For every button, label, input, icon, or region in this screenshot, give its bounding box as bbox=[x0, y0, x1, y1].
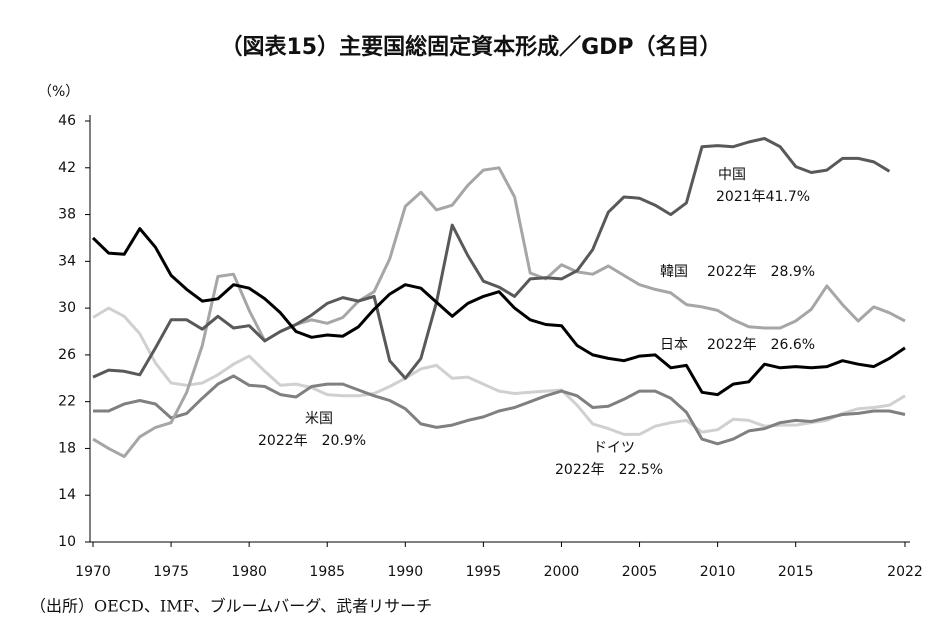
series-line bbox=[91, 227, 906, 397]
x-tick-label: 2022 bbox=[887, 564, 923, 580]
x-tick-label: 1990 bbox=[387, 564, 423, 580]
series-note: 2022年 28.9% bbox=[707, 264, 815, 280]
chart-title: （図表15）主要国総固定資本形成／GDP（名目） bbox=[220, 34, 721, 60]
series-note: 2021年41.7% bbox=[716, 189, 810, 205]
y-tick-label: 14 bbox=[58, 487, 76, 503]
x-tick-label: 1975 bbox=[153, 564, 189, 580]
y-tick-label: 30 bbox=[58, 300, 76, 316]
series-label: 中国 bbox=[718, 167, 746, 183]
series-line bbox=[93, 374, 906, 446]
series-note: 2022年 20.9% bbox=[258, 433, 366, 449]
series-label: 韓国 bbox=[660, 264, 688, 280]
series-line bbox=[92, 166, 906, 459]
y-tick-label: 34 bbox=[58, 253, 76, 269]
series-note: 2022年 26.6% bbox=[707, 337, 815, 353]
x-tick-label: 2010 bbox=[700, 564, 736, 580]
y-tick-label: 18 bbox=[58, 440, 76, 456]
y-tick-label: 46 bbox=[58, 113, 76, 129]
x-tick-label: 1980 bbox=[231, 564, 267, 580]
x-tick-label: 2005 bbox=[622, 564, 658, 580]
series-label: 日本 bbox=[660, 337, 688, 353]
series-note: 2022年 22.5% bbox=[555, 462, 663, 478]
y-unit: （%） bbox=[38, 84, 79, 100]
series-label: 米国 bbox=[305, 411, 333, 427]
y-tick-label: 10 bbox=[58, 534, 76, 550]
x-tick-label: 1985 bbox=[309, 564, 345, 580]
series-label: ドイツ bbox=[593, 440, 635, 456]
y-tick-label: 22 bbox=[58, 394, 76, 410]
x-tick-label: 2015 bbox=[778, 564, 814, 580]
series-line bbox=[92, 137, 891, 380]
source: （出所）OECD、IMF、ブルームバーグ、武者リサーチ bbox=[30, 597, 432, 616]
x-tick-label: 2000 bbox=[544, 564, 580, 580]
x-tick-label: 1970 bbox=[75, 564, 111, 580]
y-tick-label: 26 bbox=[58, 347, 76, 363]
x-tick-label: 1995 bbox=[466, 564, 502, 580]
y-tick-label: 38 bbox=[58, 207, 76, 223]
y-tick-label: 42 bbox=[58, 160, 76, 176]
